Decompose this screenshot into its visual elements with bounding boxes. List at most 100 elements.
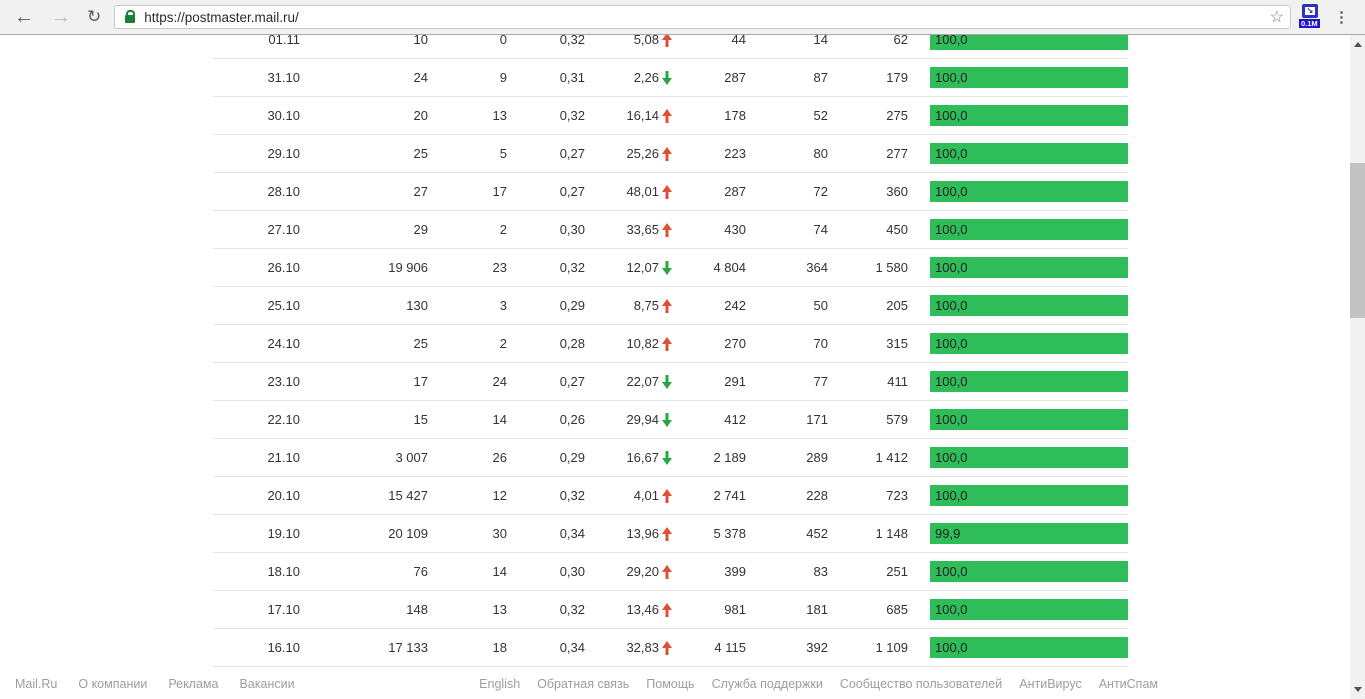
- progress-bar-label: 100,0: [935, 146, 968, 161]
- footer-link[interactable]: English: [479, 676, 521, 691]
- percent-value: 8,75: [633, 298, 659, 313]
- footer-link[interactable]: Mail.Ru: [15, 676, 58, 691]
- percent-value: 22,07: [626, 374, 659, 389]
- progress-bar-label: 100,0: [935, 184, 968, 199]
- extension-badge: 0.1M: [1299, 19, 1320, 28]
- menu-dots-icon[interactable]: ⋮: [1334, 9, 1349, 26]
- value-cell: 0,32: [559, 602, 585, 617]
- rating-bar-cell: 100,0: [908, 561, 1128, 582]
- progress-bar-label: 100,0: [935, 450, 968, 465]
- address-bar[interactable]: https://postmaster.mail.ru/ ☆: [114, 5, 1291, 29]
- percent-cell: 2,26: [585, 70, 672, 85]
- percent-value: 16,14: [626, 108, 659, 123]
- progress-bar-label: 100,0: [935, 640, 968, 655]
- progress-bar-label: 100,0: [935, 564, 968, 579]
- value-cell: 15: [413, 412, 428, 427]
- value-cell: 24: [492, 374, 507, 389]
- percent-value: 25,26: [626, 146, 659, 161]
- reload-button[interactable]: ↻: [87, 7, 102, 26]
- value-cell: 76: [413, 564, 428, 579]
- percent-value: 12,07: [626, 260, 659, 275]
- value-cell: 0,34: [559, 526, 585, 541]
- forward-button[interactable]: →: [51, 6, 71, 28]
- percent-cell: 4,01: [585, 488, 672, 503]
- table-row: 30.10 20 13 0,32 16,14 178 52 275 100,0: [213, 97, 1128, 135]
- value-cell: 4 804: [713, 260, 746, 275]
- table-row: 25.10 130 3 0,29 8,75 242 50 205 100,0: [213, 287, 1128, 325]
- scroll-up-button[interactable]: [1350, 37, 1365, 52]
- percent-cell: 22,07: [585, 374, 672, 389]
- trend-up-arrow-icon: [661, 641, 672, 655]
- value-cell: 17: [413, 374, 428, 389]
- date-cell: 19.10: [267, 526, 300, 541]
- percent-cell: 25,26: [585, 146, 672, 161]
- progress-bar: 100,0: [930, 447, 1128, 468]
- vertical-scrollbar[interactable]: [1350, 35, 1365, 699]
- back-button[interactable]: ←: [14, 6, 34, 28]
- url-text[interactable]: https://postmaster.mail.ru/: [144, 9, 299, 25]
- trend-up-arrow-icon: [661, 527, 672, 541]
- value-cell: 15 427: [388, 488, 428, 503]
- value-cell: 205: [886, 298, 908, 313]
- value-cell: 223: [724, 146, 746, 161]
- table-row: 26.10 19 906 23 0,32 12,07 4 804 364 1 5…: [213, 249, 1128, 287]
- rating-bar-cell: 99,9: [908, 523, 1128, 544]
- value-cell: 242: [724, 298, 746, 313]
- percent-cell: 8,75: [585, 298, 672, 313]
- table-row: 23.10 17 24 0,27 22,07 291 77 411 100,0: [213, 363, 1128, 401]
- progress-bar-label: 100,0: [935, 488, 968, 503]
- progress-bar-label: 100,0: [935, 602, 968, 617]
- value-cell: 5 378: [713, 526, 746, 541]
- value-cell: 0,29: [559, 450, 585, 465]
- value-cell: 3: [499, 298, 507, 313]
- value-cell: 70: [813, 336, 828, 351]
- value-cell: 289: [806, 450, 828, 465]
- value-cell: 4 115: [714, 640, 746, 655]
- footer-link[interactable]: Сообщество пользователей: [839, 676, 1003, 691]
- extension-button[interactable]: ↘ 0.1M: [1299, 2, 1321, 32]
- value-cell: 13: [492, 602, 507, 617]
- rating-bar-cell: 100,0: [908, 181, 1128, 202]
- rating-bar-cell: 100,0: [908, 409, 1128, 430]
- table-row: 16.10 17 133 18 0,34 32,83 4 115 392 1 1…: [213, 629, 1128, 667]
- value-cell: 18: [492, 640, 507, 655]
- date-cell: 28.10: [267, 184, 300, 199]
- progress-bar-label: 100,0: [935, 70, 968, 85]
- table-row: 24.10 25 2 0,28 10,82 270 70 315 100,0: [213, 325, 1128, 363]
- footer-link[interactable]: Служба поддержки: [711, 676, 823, 691]
- value-cell: 0: [499, 35, 507, 47]
- percent-cell: 16,14: [585, 108, 672, 123]
- scrollbar-thumb[interactable]: [1350, 163, 1365, 318]
- date-cell: 24.10: [267, 336, 300, 351]
- footer-link[interactable]: Реклама: [168, 676, 219, 691]
- page-content: 01.11 10 0 0,32 5,08 44 14 62 100,0 31.1…: [0, 35, 1365, 699]
- footer-link[interactable]: О компании: [78, 676, 148, 691]
- table-row: 31.10 24 9 0,31 2,26 287 87 179 100,0: [213, 59, 1128, 97]
- footer-link[interactable]: АнтиВирус: [1019, 676, 1082, 691]
- progress-bar-label: 100,0: [935, 108, 968, 123]
- footer-link[interactable]: АнтиСпам: [1098, 676, 1158, 691]
- footer-link[interactable]: Помощь: [646, 676, 695, 691]
- value-cell: 171: [806, 412, 828, 427]
- value-cell: 287: [724, 70, 746, 85]
- percent-cell: 13,46: [585, 602, 672, 617]
- value-cell: 0,29: [559, 298, 585, 313]
- value-cell: 228: [806, 488, 828, 503]
- value-cell: 1 109: [875, 640, 908, 655]
- scroll-down-button[interactable]: [1350, 682, 1365, 697]
- progress-bar: 100,0: [930, 105, 1128, 126]
- value-cell: 277: [886, 146, 908, 161]
- date-cell: 23.10: [267, 374, 300, 389]
- percent-value: 29,20: [626, 564, 659, 579]
- value-cell: 450: [886, 222, 908, 237]
- footer-link[interactable]: Обратная связь: [537, 676, 630, 691]
- footer-left-links: Mail.Ru О компании Реклама Вакансии: [15, 677, 316, 691]
- trend-down-arrow-icon: [661, 375, 672, 389]
- bookmark-star-icon[interactable]: ☆: [1269, 9, 1284, 26]
- value-cell: 0,32: [559, 260, 585, 275]
- value-cell: 20 109: [388, 526, 428, 541]
- page-footer: Mail.Ru О компании Реклама Вакансии English…: [0, 668, 1365, 699]
- footer-link[interactable]: Вакансии: [239, 676, 295, 691]
- progress-bar: 100,0: [930, 67, 1128, 88]
- table-row: 01.11 10 0 0,32 5,08 44 14 62 100,0: [213, 35, 1128, 59]
